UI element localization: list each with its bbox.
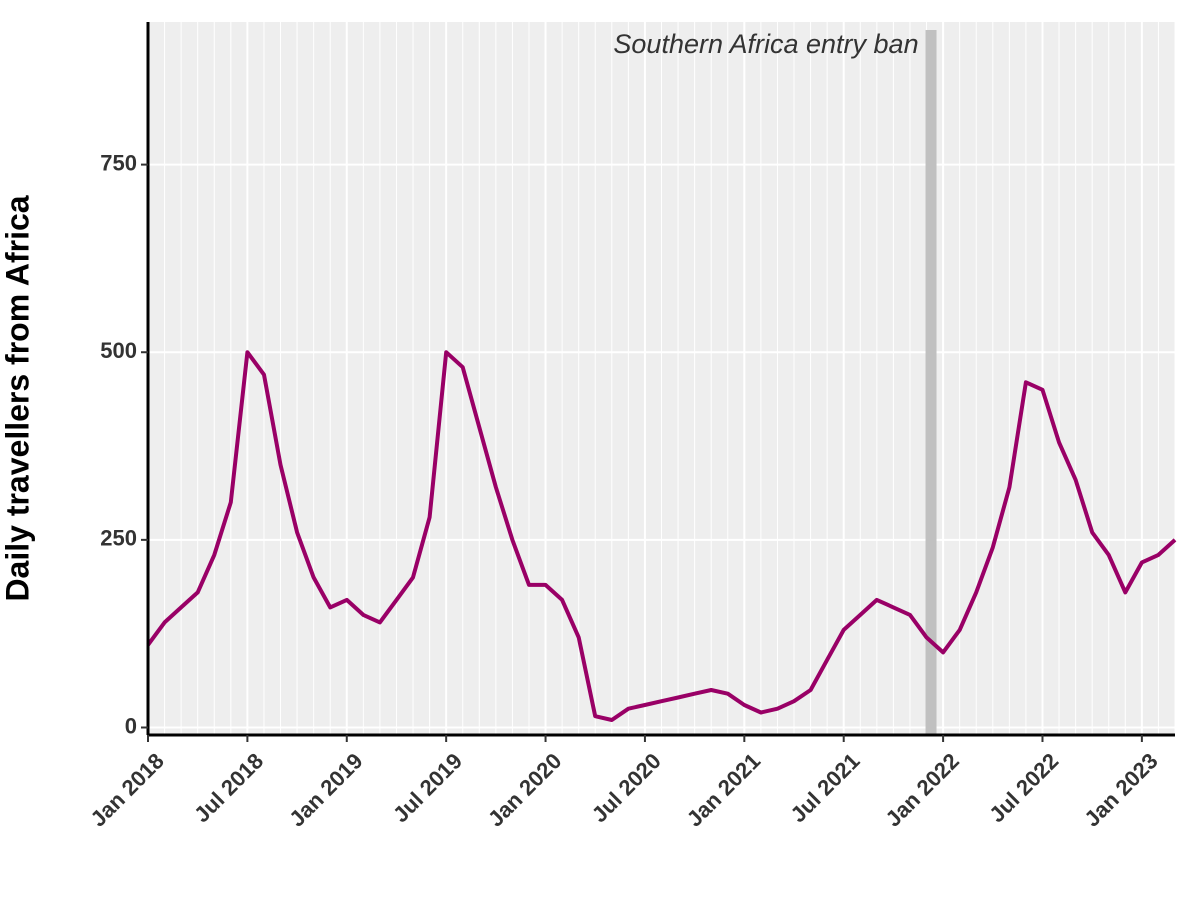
x-tick-label: Jan 2021 [682,748,765,831]
x-tick-label: Jan 2020 [483,748,566,831]
x-tick-label: Jul 2020 [587,748,666,827]
y-tick-label: 500 [100,338,137,363]
y-axis-title: Daily travellers from Africa [0,195,35,601]
y-tick-label: 0 [125,713,137,738]
x-tick-label: Jan 2023 [1079,748,1162,831]
annotation-text: Southern Africa entry ban [613,29,918,59]
x-tick-label: Jul 2022 [984,748,1063,827]
data-line [146,350,1177,722]
y-tick-label: 250 [100,526,137,551]
x-tick-label: Jan 2022 [881,748,964,831]
x-tick-label: Jul 2021 [785,748,864,827]
x-tick-label: Jul 2019 [388,748,467,827]
x-tick-label: Jul 2018 [189,748,268,827]
x-tick-label: Jan 2019 [284,748,367,831]
y-tick-label: 750 [100,150,137,175]
x-tick-label: Jan 2018 [85,748,168,831]
annotation-band [925,30,937,735]
